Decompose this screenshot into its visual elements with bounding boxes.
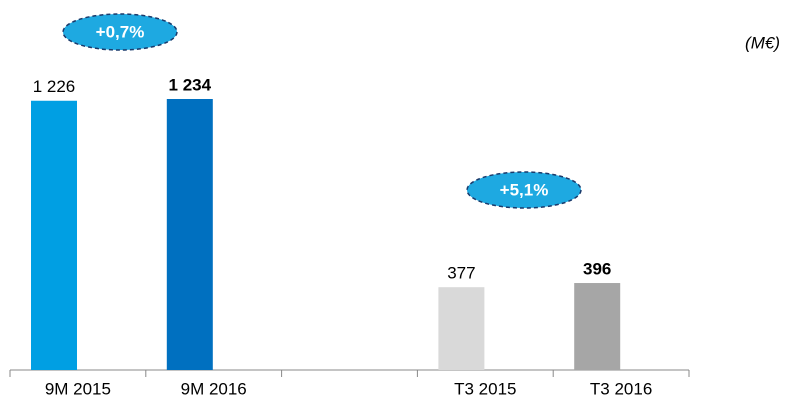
annotation: +5,1%: [500, 180, 549, 199]
value-label: 377: [447, 264, 475, 283]
value-label: 1 226: [33, 77, 76, 96]
unit-label: (M€): [745, 33, 780, 52]
bar: [31, 100, 77, 370]
bar: [438, 287, 485, 370]
bar: [574, 283, 621, 370]
annotation-bubble: [466, 171, 582, 209]
annotation: +0,7%: [96, 22, 145, 41]
bar: [166, 99, 213, 370]
x-tick-label: 9M 2015: [45, 379, 111, 398]
value-label: 396: [583, 260, 611, 279]
x-tick-label: T3 2016: [590, 379, 652, 398]
x-tick-label: T3 2015: [454, 379, 516, 398]
value-label: 1 234: [169, 75, 212, 94]
annotation-bubble: [62, 13, 178, 51]
x-tick-label: 9M 2016: [181, 379, 247, 398]
